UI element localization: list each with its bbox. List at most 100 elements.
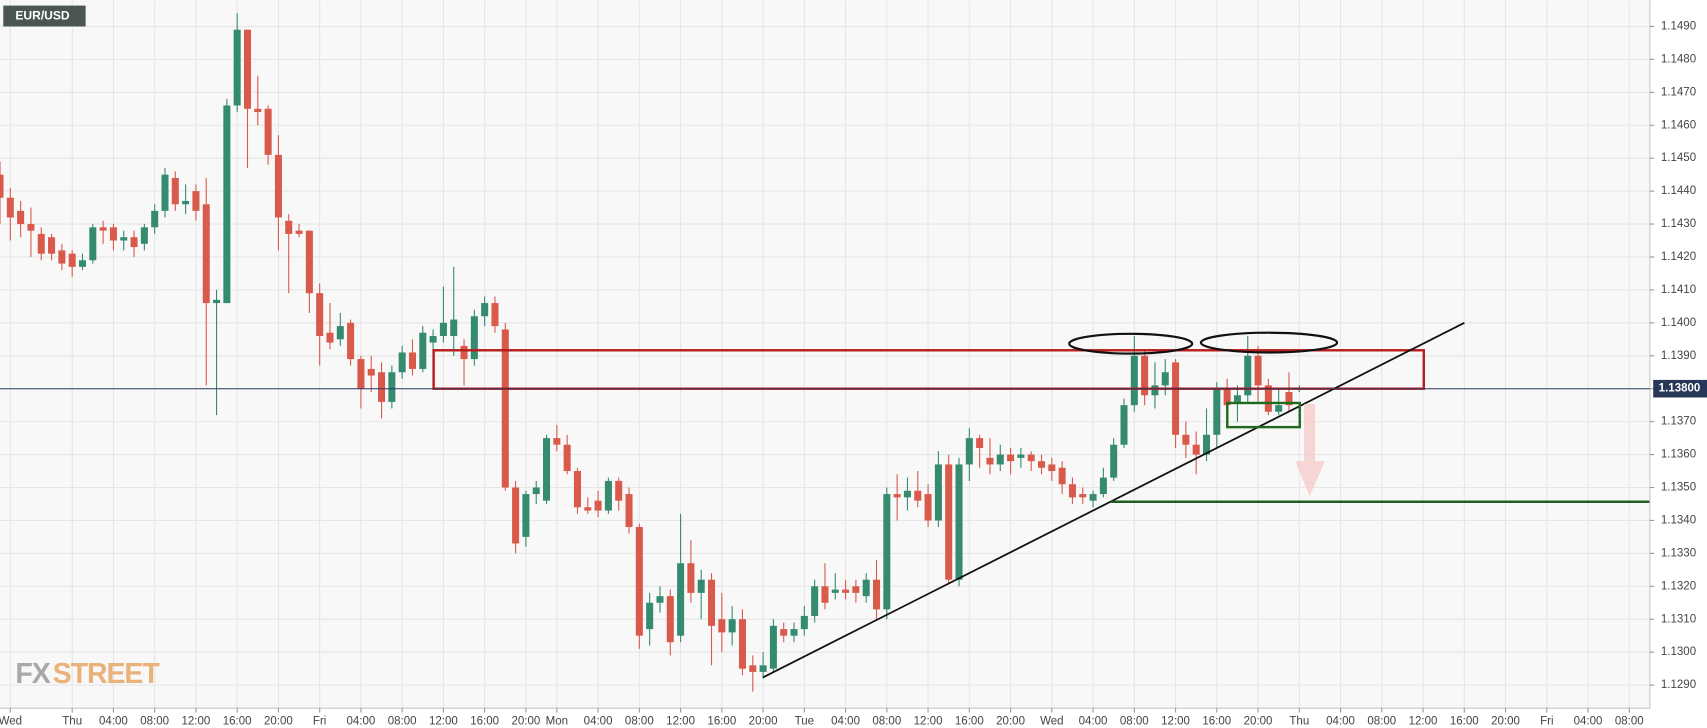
candle-body (202, 204, 210, 304)
x-tick-label: 20:00 (749, 715, 778, 727)
candle-body (1079, 494, 1087, 498)
candle-body (481, 303, 489, 317)
candle-body (697, 579, 705, 593)
candle-body (1048, 464, 1056, 472)
candle-body (388, 372, 396, 402)
candle-body (254, 108, 262, 113)
candle-body (6, 197, 14, 218)
candle-body (656, 596, 664, 603)
candle-body (1017, 454, 1025, 458)
candle-body (512, 487, 520, 544)
candle-body (140, 227, 148, 244)
candle-body (1182, 434, 1190, 445)
candle-body (130, 237, 138, 248)
candle-body (120, 237, 128, 241)
candle-body (563, 444, 571, 472)
candle-body (109, 227, 117, 241)
candle-body (1213, 388, 1221, 435)
candle-body (842, 589, 850, 593)
candle-body (1254, 355, 1262, 386)
candle-body (893, 494, 901, 498)
y-tick-label: 1.1310 (1661, 613, 1696, 625)
x-tick-label: 12:00 (1161, 715, 1190, 727)
x-tick-label: Wed (1040, 715, 1063, 727)
candle-body (171, 177, 179, 205)
candle-body (460, 345, 468, 360)
x-tick-label: 16:00 (470, 715, 499, 727)
candle-body (378, 372, 386, 402)
y-tick-label: 1.1340 (1661, 514, 1696, 526)
candle-body (89, 227, 97, 261)
candle-body (635, 527, 643, 636)
candle-body (914, 490, 922, 501)
x-tick-label: 20:00 (1244, 715, 1273, 727)
candle-body (1068, 484, 1076, 498)
y-tick-label: 1.1290 (1661, 679, 1696, 691)
candle-body (666, 596, 674, 643)
x-tick-label: 16:00 (223, 715, 252, 727)
candle-body (790, 629, 798, 636)
candle-body (367, 368, 375, 376)
candle-body (68, 253, 76, 267)
candle-body (37, 233, 45, 254)
x-tick-label: 04:00 (1574, 715, 1603, 727)
candle-body (1007, 454, 1015, 462)
candle-body (192, 191, 200, 211)
candle-body (1275, 405, 1283, 412)
y-tick-label: 1.1480 (1661, 53, 1696, 65)
candle-body (543, 438, 551, 501)
y-tick-label: 1.1430 (1661, 218, 1696, 230)
candle-body (873, 579, 881, 610)
candle-body (903, 490, 911, 498)
y-tick-label: 1.1330 (1661, 547, 1696, 559)
trendline (762, 322, 1465, 679)
candles (0, 13, 1303, 692)
x-tick-label: 16:00 (955, 715, 984, 727)
annotations (432, 322, 1650, 679)
candle-body (1130, 355, 1138, 406)
candle-body (1037, 461, 1046, 468)
candle-body (996, 454, 1004, 465)
x-tick-label: 08:00 (625, 715, 654, 727)
candle-body (0, 174, 4, 198)
candle-body (811, 586, 819, 616)
x-tick-label: 12:00 (914, 715, 943, 727)
y-tick-label: 1.1360 (1661, 449, 1696, 461)
candle-body (316, 293, 324, 337)
candle-body (326, 332, 334, 343)
candle-body (470, 316, 478, 360)
x-tick-label: 20:00 (996, 715, 1025, 727)
candle-body (161, 174, 169, 211)
candle-body (934, 464, 942, 521)
candle-body (718, 619, 726, 633)
x-tick-label: 04:00 (99, 715, 128, 727)
candle-body (58, 250, 66, 264)
x-tick-label: Fri (1540, 715, 1553, 727)
x-tick-label: 20:00 (264, 715, 293, 727)
candle-body (491, 303, 499, 327)
symbol-badge (3, 5, 86, 27)
candle-body (965, 438, 973, 465)
y-tick-label: 1.1470 (1661, 86, 1696, 98)
candle-body (398, 352, 406, 373)
candle-body (1244, 355, 1252, 396)
candle-body (759, 665, 767, 672)
candle-body (584, 507, 592, 511)
x-tick-label: Thu (62, 715, 82, 727)
candle-body (1223, 388, 1231, 406)
candle-body (419, 332, 427, 369)
x-tick-label: 20:00 (511, 715, 540, 727)
top-ellipse (1199, 331, 1339, 354)
watermark-street: STREET (53, 658, 161, 690)
watermark-fx: FX (15, 658, 50, 690)
x-tick-label: 16:00 (1202, 715, 1231, 727)
candle-body (408, 352, 416, 369)
candle-body (831, 589, 839, 593)
x-tick-label: 04:00 (584, 715, 613, 727)
x-tick-label: Wed (0, 715, 22, 727)
candle-body (986, 457, 994, 465)
candle-body (976, 438, 984, 448)
candle-body (243, 29, 252, 109)
candle-body (223, 105, 231, 304)
